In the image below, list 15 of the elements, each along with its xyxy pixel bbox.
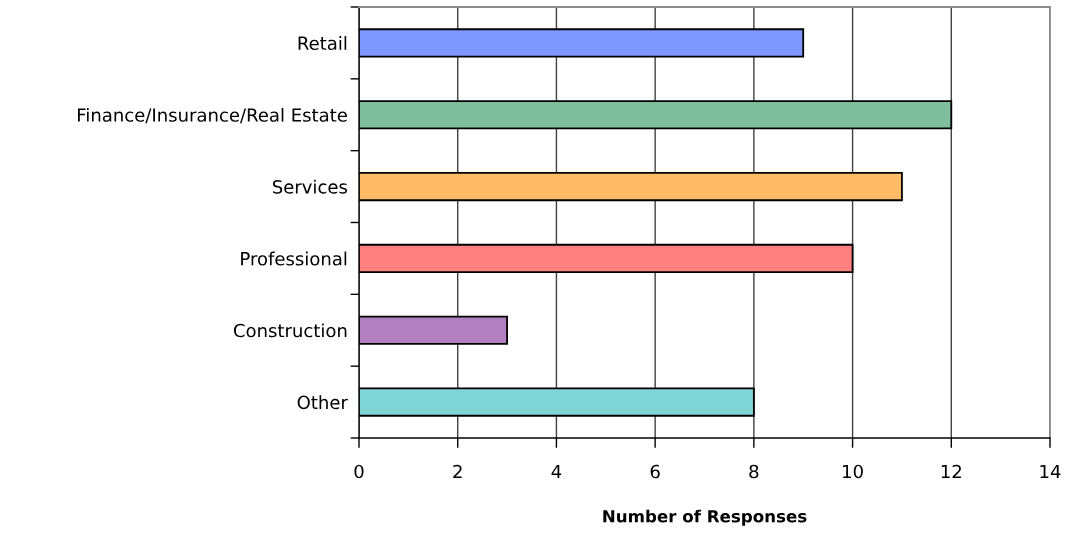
x-tick-label: 2 <box>453 464 462 479</box>
y-tick-label: Other <box>297 395 348 410</box>
y-tick-label: Retail <box>298 36 347 51</box>
x-tick-label: 10 <box>843 464 863 479</box>
y-tick-label: Services <box>272 179 347 194</box>
x-tick-label: 4 <box>551 464 562 479</box>
x-tick-label: 0 <box>354 464 364 479</box>
x-tick-label: 6 <box>650 464 660 479</box>
y-tick-label: Professional <box>241 251 347 266</box>
x-tick-label: 12 <box>941 464 961 479</box>
y-tick-label: Finance/Insurance/Real Estate <box>78 107 347 124</box>
x-tick-label: 14 <box>1040 464 1061 479</box>
y-tick-label: Construction <box>233 323 347 338</box>
x-axis-title: Number of Responses <box>603 509 807 526</box>
x-tick-label: 8 <box>749 464 759 479</box>
